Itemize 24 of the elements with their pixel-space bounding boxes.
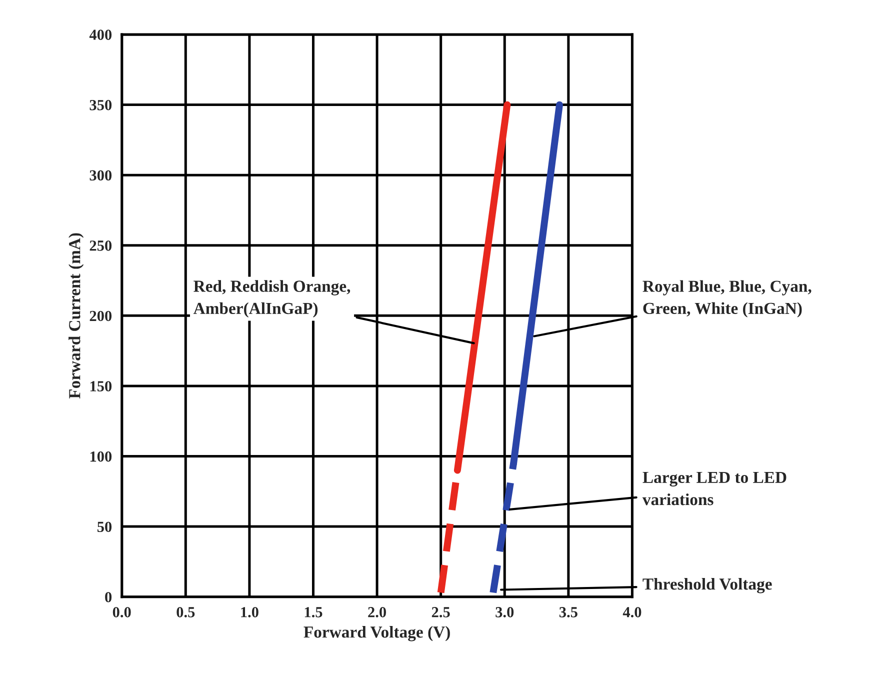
annotation: Threshold Voltage — [642, 578, 772, 594]
y-tick-label: 0 — [105, 592, 112, 602]
x-tick-label: 1.5 — [304, 607, 322, 618]
y-tick-label: 400 — [89, 30, 112, 40]
y-tick-label: 50 — [97, 522, 112, 532]
x-tick-label: 0.0 — [112, 607, 131, 618]
x-tick-label: 4.0 — [622, 607, 642, 618]
x-tick-label: 2.5 — [432, 607, 450, 618]
y-tick-label: 300 — [90, 170, 112, 181]
y-tick-label: 250 — [90, 240, 112, 251]
annotation: Royal Blue, Blue, Cyan, Green, White (InGaN) — [642, 280, 812, 318]
x-tick-label: 1.0 — [241, 607, 258, 618]
x-axis-title: Forward Voltage (V) — [304, 626, 450, 642]
y-tick-label: 100 — [90, 451, 112, 462]
x-tick-label: 3.5 — [559, 607, 578, 618]
annotation: Red, Reddish Orange, Amber(AlInGaP) — [193, 280, 350, 318]
annotation: Larger LED to LED variations — [642, 472, 786, 506]
y-tick-label: 150 — [90, 381, 112, 392]
x-tick-label: 3.0 — [496, 607, 514, 618]
x-tick-label: 2.0 — [368, 607, 386, 618]
y-axis-title: Forward Current (mA) — [68, 233, 84, 399]
y-tick-label: 350 — [90, 100, 112, 110]
y-tick-label: 200 — [90, 310, 112, 322]
x-tick-label: 0.5 — [176, 607, 195, 618]
